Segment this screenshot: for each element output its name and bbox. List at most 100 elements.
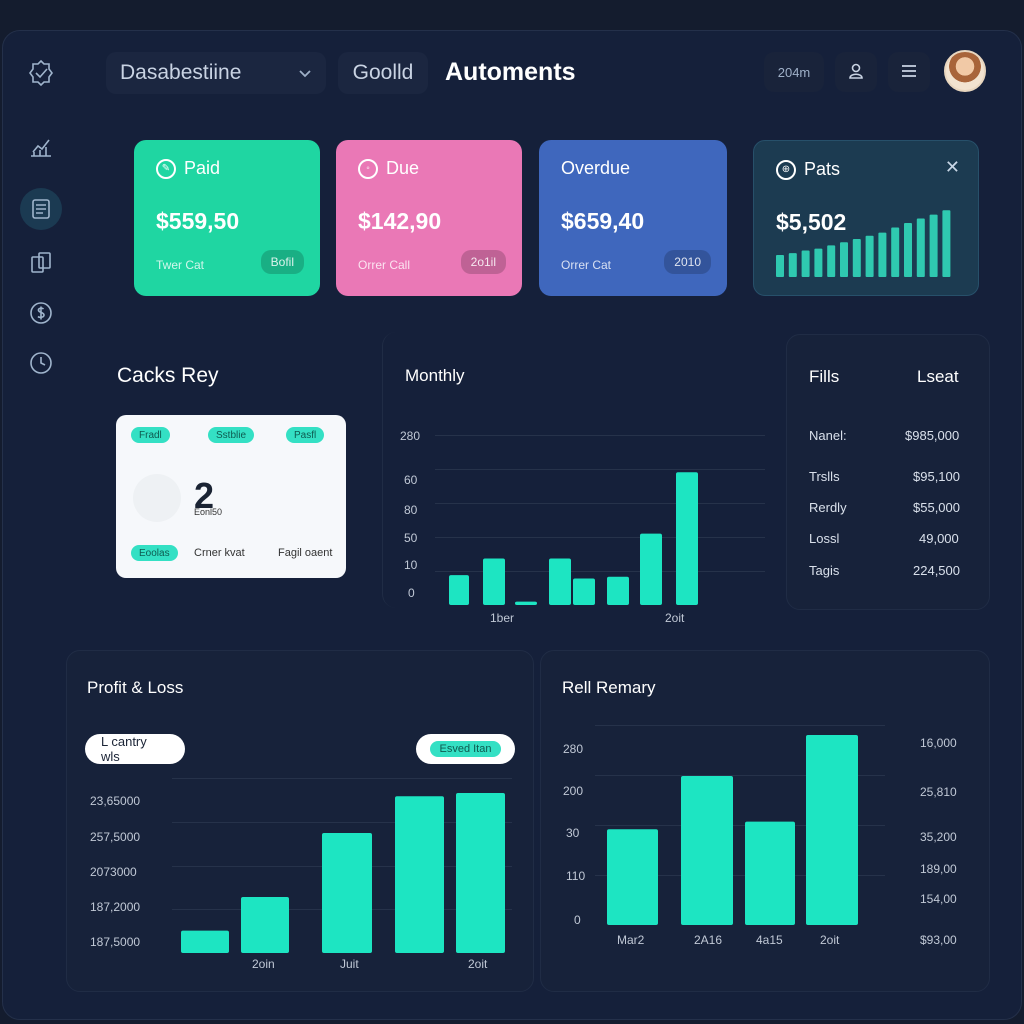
page-title: Automents <box>445 58 576 86</box>
cacks-panel: Cacks Rey <box>96 332 381 608</box>
stat-card-paid[interactable]: ✎ Paid $559,50 Twer Cat Bofil <box>134 140 320 296</box>
x-tick-label: 2A16 <box>694 933 723 947</box>
chart-icon[interactable] <box>20 126 62 168</box>
dropdown-label: Dasabestiine <box>120 61 242 84</box>
fill-row-value: $55,000 <box>913 500 960 515</box>
y-tick-label: 80 <box>404 503 418 517</box>
stat-tag[interactable]: 2o1il <box>460 250 506 274</box>
legend-pill-label: Esved Itan <box>429 741 502 757</box>
x-tick-label: Mar2 <box>617 933 645 947</box>
sparkline-bar <box>904 223 912 277</box>
fill-row-value: 224,500 <box>913 563 960 578</box>
chart-bar[interactable] <box>241 897 289 953</box>
globe-icon: ⊕ <box>776 159 796 180</box>
cacks-tag[interactable]: Sstblie <box>208 427 255 443</box>
stat-card-overdue[interactable]: Overdue $659,40 Orrer Cat 2010 <box>539 140 727 296</box>
avatar[interactable] <box>944 50 986 92</box>
menu-button[interactable] <box>888 52 930 92</box>
profit-loss-title: Profit & Loss <box>87 678 184 697</box>
chart-bar[interactable] <box>549 558 571 605</box>
cacks-text: Fagil oaent <box>278 547 333 559</box>
chart-bar[interactable] <box>607 576 629 605</box>
sparkline-bar <box>776 255 784 277</box>
stat-amount: $5,502 <box>776 209 847 235</box>
cacks-card[interactable]: Fradl Sstblie Pasfl 2 Eonl50 Eoolas Crne… <box>116 415 346 578</box>
sparkline-bar <box>865 235 874 277</box>
copy-icon[interactable] <box>20 242 62 284</box>
chart-bar[interactable] <box>395 796 444 953</box>
monthly-title: Monthly <box>405 366 465 385</box>
stat-card-pats[interactable]: ⊕ Pats ✕ $5,502 <box>753 140 979 296</box>
fill-row-value: $95,100 <box>913 469 960 484</box>
cacks-bottom-tag[interactable]: Eoolas <box>131 545 178 561</box>
y-tick-label: 0 <box>574 913 581 927</box>
chart-bar[interactable] <box>640 533 662 605</box>
stat-title: Due <box>386 158 420 178</box>
sparkline-bar <box>942 210 951 277</box>
stat-amount: $142,90 <box>358 208 442 234</box>
cacks-text: Crner kvat <box>194 547 245 559</box>
stat-footer: Orrer Cat <box>561 258 612 272</box>
y-tick-label: 0 <box>408 586 415 600</box>
stat-tag[interactable]: 2010 <box>664 250 711 274</box>
stat-amount: $659,40 <box>561 208 645 234</box>
pats-sparkline <box>776 210 951 277</box>
stat-title: Pats <box>804 159 841 179</box>
goold-button[interactable]: Goolld <box>338 52 428 94</box>
right-label: 154,00 <box>920 892 957 906</box>
cacks-tag[interactable]: Pasfl <box>286 427 325 443</box>
chart-bar[interactable] <box>515 601 537 605</box>
sparkline-bar <box>878 232 887 277</box>
legend-pill[interactable]: Esved Itan <box>416 734 515 764</box>
user-button[interactable] <box>835 52 877 92</box>
chart-bar[interactable] <box>573 578 595 605</box>
stat-footer: Twer Cat <box>156 258 205 272</box>
rell-remary-title: Rell Remary <box>562 678 656 697</box>
sparkline-bar <box>916 218 925 277</box>
legend-pill[interactable]: L cantry wls <box>85 734 185 764</box>
chart-bar[interactable] <box>806 735 858 925</box>
chart-bar[interactable] <box>745 821 795 925</box>
y-tick-label: 280 <box>563 742 584 756</box>
dollar-icon[interactable] <box>20 292 62 334</box>
check-badge-icon[interactable] <box>20 52 62 94</box>
chart-bar[interactable] <box>676 472 698 605</box>
fill-row-label: Trslls <box>809 469 840 484</box>
pencil-icon: ✎ <box>156 158 176 179</box>
time-chip[interactable]: 204m <box>764 52 824 92</box>
cacks-sub: Eonl50 <box>194 507 223 517</box>
x-tick-label: 4a15 <box>756 933 783 947</box>
fill-row-label: Rerdly <box>809 500 847 515</box>
stat-card-due[interactable]: ◦ Due $142,90 Orrer Call 2o1il <box>336 140 522 296</box>
cacks-circle <box>133 474 181 522</box>
x-tick-label: 2oit <box>665 611 685 625</box>
right-label: 35,200 <box>920 830 957 844</box>
chart-bar[interactable] <box>456 793 505 953</box>
clock-icon[interactable] <box>20 342 62 384</box>
y-tick-label: 280 <box>400 429 421 443</box>
fills-title: Fills <box>809 367 840 386</box>
cacks-tag[interactable]: Fradl <box>131 427 170 443</box>
monthly-panel: Monthly <box>382 332 782 608</box>
chart-bar[interactable] <box>681 776 733 925</box>
fills-title-right: Lseat <box>917 367 959 386</box>
chart-bar[interactable] <box>483 558 505 605</box>
document-icon[interactable] <box>20 188 62 230</box>
stat-tag[interactable]: Bofil <box>260 250 304 274</box>
rell-remary-panel: Rell Remary <box>540 650 990 992</box>
fills-panel: Fills Lseat <box>786 334 990 610</box>
user-icon <box>847 62 865 83</box>
chart-bar[interactable] <box>449 575 469 605</box>
stat-title: Paid <box>184 158 221 178</box>
cacks-title: Cacks Rey <box>117 364 219 387</box>
y-tick-label: 200 <box>563 784 584 798</box>
close-icon[interactable]: ✕ <box>944 157 960 177</box>
chart-bar[interactable] <box>322 833 372 953</box>
fill-row-value: 49,000 <box>919 531 959 546</box>
chart-bar[interactable] <box>181 930 229 953</box>
x-tick-label: 2oit <box>468 957 488 971</box>
dashboard-dropdown[interactable]: Dasabestiine <box>106 52 326 94</box>
chart-bar[interactable] <box>607 829 658 925</box>
right-label: 189,00 <box>920 862 957 876</box>
sparkline-bar <box>891 227 900 277</box>
